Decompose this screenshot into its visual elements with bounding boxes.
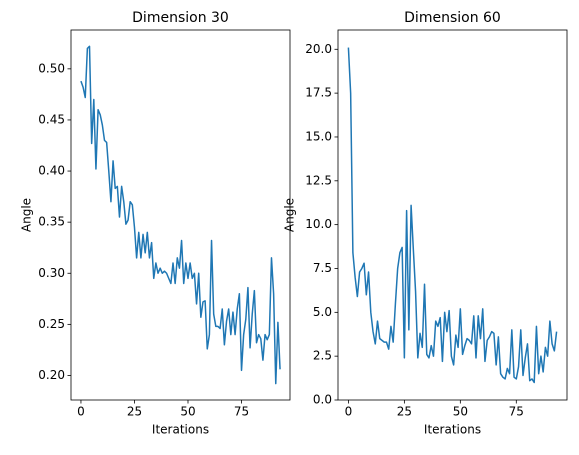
y-tick-label: 0.0: [313, 393, 332, 407]
axes-frame: [337, 29, 568, 401]
x-tick-label: 50: [453, 405, 468, 419]
y-tick-label: 5.0: [313, 305, 332, 319]
data-line: [347, 47, 558, 384]
chart-title: Dimension 30: [132, 10, 229, 26]
y-tick-label: 20.0: [305, 42, 332, 56]
y-axis-label: Angle: [20, 198, 34, 232]
chart-title: Dimension 60: [404, 10, 501, 26]
x-tick-label: 25: [127, 405, 142, 419]
y-tick-label: 7.5: [313, 261, 332, 275]
y-tick-label: 17.5: [305, 86, 332, 100]
x-tick-label: 25: [397, 405, 412, 419]
x-tick-label: 0: [345, 405, 353, 419]
x-tick-label: 75: [234, 405, 249, 419]
y-tick-label: 0.20: [38, 368, 65, 382]
y-tick-label: 10.0: [305, 217, 332, 231]
x-tick-label: 0: [77, 405, 85, 419]
x-axis-label: Iterations: [152, 423, 209, 437]
data-line: [80, 45, 281, 385]
x-axis-label: Iterations: [424, 423, 481, 437]
y-tick-label: 2.5: [313, 349, 332, 363]
axes-frame: [70, 29, 291, 401]
y-tick-label: 0.35: [38, 215, 65, 229]
y-axis-label: Angle: [283, 198, 297, 232]
y-tick-label: 0.30: [38, 266, 65, 280]
y-tick-label: 0.45: [38, 112, 65, 126]
x-tick-label: 75: [509, 405, 524, 419]
y-tick-label: 12.5: [305, 173, 332, 187]
y-tick-label: 0.25: [38, 317, 65, 331]
y-tick-label: 0.40: [38, 164, 65, 178]
y-tick-label: 0.50: [38, 61, 65, 75]
y-tick-label: 15.0: [305, 129, 332, 143]
x-tick-label: 50: [180, 405, 195, 419]
